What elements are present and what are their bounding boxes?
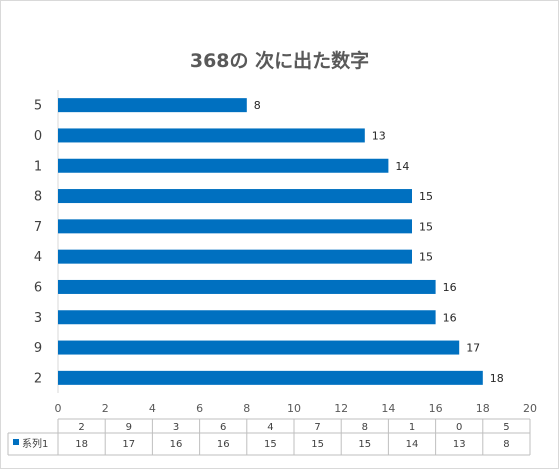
- x-tick-label: 0: [55, 402, 62, 415]
- data-table-header-8: 8: [362, 422, 368, 433]
- data-table-header-9: 9: [126, 422, 132, 433]
- data-table-header-7: 7: [314, 422, 320, 433]
- data-table-header-3: 3: [173, 422, 179, 433]
- x-tick-label: 2: [102, 402, 109, 415]
- x-tick-label: 18: [476, 402, 490, 415]
- x-tick-label: 20: [523, 402, 537, 415]
- data-label-0: 13: [372, 129, 386, 142]
- bar-5: [58, 98, 247, 113]
- data-table-value-2: 18: [75, 439, 88, 450]
- bar-9: [58, 340, 460, 355]
- data-table-header-6: 6: [220, 422, 226, 433]
- bar-7: [58, 219, 412, 234]
- data-label-6: 16: [443, 281, 457, 294]
- data-label-2: 18: [490, 372, 504, 385]
- data-label-9: 17: [466, 342, 480, 355]
- data-table-value-3: 16: [170, 439, 183, 450]
- x-tick-label: 12: [334, 402, 348, 415]
- legend-key: [13, 439, 19, 445]
- data-label-1: 14: [395, 160, 409, 173]
- data-table-value-9: 17: [122, 439, 135, 450]
- category-label-8: 8: [34, 190, 42, 205]
- category-label-1: 1: [34, 159, 42, 174]
- category-label-9: 9: [34, 341, 42, 356]
- data-table-header-0: 0: [456, 422, 462, 433]
- bar-1: [58, 158, 389, 173]
- x-tick-label: 4: [149, 402, 156, 415]
- bar-8: [58, 189, 412, 204]
- bar-6: [58, 279, 436, 294]
- data-label-8: 15: [419, 190, 433, 203]
- bar-4: [58, 249, 412, 264]
- data-table-value-5: 8: [503, 439, 509, 450]
- chart-title: 368の 次に出た数字: [189, 50, 370, 72]
- category-label-2: 2: [34, 371, 42, 386]
- x-tick-label: 16: [429, 402, 443, 415]
- bar-3: [58, 310, 436, 325]
- data-label-3: 16: [443, 311, 457, 324]
- data-table-value-6: 16: [217, 439, 230, 450]
- category-label-4: 4: [34, 250, 42, 265]
- data-table-value-0: 13: [453, 439, 466, 450]
- category-label-3: 3: [34, 311, 42, 326]
- data-label-5: 8: [254, 99, 261, 112]
- bar-0: [58, 128, 365, 143]
- data-table-header-4: 4: [267, 422, 273, 433]
- data-table-header-5: 5: [503, 422, 509, 433]
- x-tick-label: 8: [243, 402, 250, 415]
- data-table-value-8: 15: [358, 439, 371, 450]
- category-label-5: 5: [34, 99, 42, 114]
- data-label-4: 15: [419, 251, 433, 264]
- category-label-6: 6: [34, 280, 42, 295]
- x-tick-label: 6: [196, 402, 203, 415]
- data-table-value-7: 15: [311, 439, 324, 450]
- bar-2: [58, 370, 483, 385]
- data-table-header-1: 1: [409, 422, 415, 433]
- data-table-header-2: 2: [78, 422, 84, 433]
- data-table-value-1: 14: [406, 439, 419, 450]
- data-label-7: 15: [419, 220, 433, 233]
- category-label-7: 7: [34, 220, 42, 235]
- x-tick-label: 14: [381, 402, 395, 415]
- x-tick-label: 10: [287, 402, 301, 415]
- data-table-series-name: 系列1: [22, 437, 48, 450]
- category-label-0: 0: [34, 129, 42, 144]
- data-table-value-4: 15: [264, 439, 277, 450]
